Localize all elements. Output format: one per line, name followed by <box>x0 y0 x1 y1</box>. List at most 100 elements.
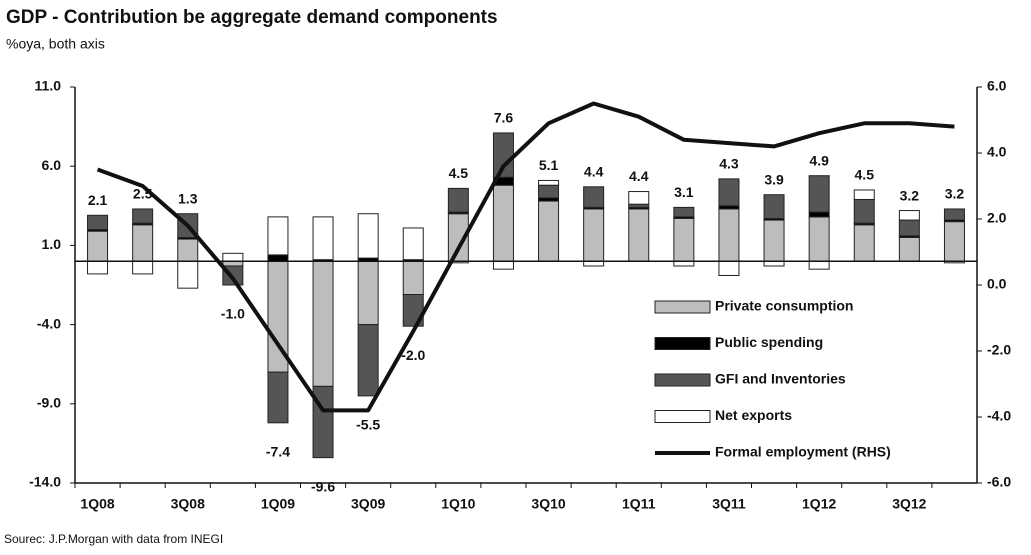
bar-segment <box>808 175 830 213</box>
bar-segment <box>673 206 695 218</box>
total-label: 3.1 <box>674 184 694 200</box>
bar-segment <box>628 208 650 262</box>
bar-segment <box>943 208 965 221</box>
bar-segment <box>673 217 695 262</box>
bar-segment <box>87 214 109 231</box>
bar-segment <box>763 219 785 262</box>
chart-title: GDP - Contribution be aggregate demand c… <box>6 7 498 28</box>
legend-label: Private consumption <box>715 298 853 314</box>
bar-segment <box>357 260 379 326</box>
total-label: 5.1 <box>539 157 559 173</box>
x-tick-label: 1Q11 <box>622 496 656 512</box>
total-label: 4.4 <box>584 163 604 179</box>
bar-segment <box>538 184 560 199</box>
x-tick-label: 3Q10 <box>531 496 565 512</box>
bar-segment <box>628 191 650 205</box>
bar-segment <box>718 178 740 207</box>
y2-tick-label: 6.0 <box>987 78 1007 94</box>
bar-segment <box>402 227 424 261</box>
bar-segment <box>222 252 244 262</box>
bar-segment <box>808 211 830 218</box>
employment-line <box>96 101 955 413</box>
bar-segment <box>492 132 514 178</box>
x-tick-label: 3Q12 <box>892 496 926 512</box>
legend-swatch <box>654 300 711 314</box>
bar-segment <box>357 213 379 259</box>
y-tick-label: -4.0 <box>37 315 61 331</box>
bar-segment <box>898 236 920 262</box>
bar-segment <box>357 324 379 397</box>
total-label: 7.6 <box>494 110 514 126</box>
total-label: -2.0 <box>401 347 425 363</box>
total-label: 2.1 <box>88 192 108 208</box>
bar-segment <box>808 216 830 262</box>
bar-segment <box>492 260 514 270</box>
bar-segment <box>853 224 875 262</box>
x-tick-label: 1Q10 <box>441 496 475 512</box>
bar-segment <box>87 230 109 262</box>
bar-segment <box>538 179 560 186</box>
bar-segment <box>853 198 875 224</box>
bar-segment <box>177 260 199 289</box>
total-label: -1.0 <box>221 306 245 322</box>
bar-segment <box>718 208 740 262</box>
y2-tick-label: 0.0 <box>987 276 1007 292</box>
legend-swatch <box>654 410 711 423</box>
total-label: 3.2 <box>945 186 965 202</box>
bar-segment <box>87 260 109 275</box>
bar-segment <box>808 260 830 270</box>
bar-segment <box>763 194 785 219</box>
bar-segment <box>132 208 154 224</box>
total-label: 3.9 <box>764 171 784 187</box>
bar-segment <box>492 184 514 262</box>
total-label: 4.5 <box>449 165 469 181</box>
y-tick-label: -9.0 <box>37 395 61 411</box>
total-label: 4.9 <box>809 152 829 168</box>
y-tick-label: 6.0 <box>42 157 62 173</box>
chart-subtitle: %oya, both axis <box>6 36 105 52</box>
bar-segment <box>898 210 920 221</box>
bar-segment <box>853 189 875 200</box>
bar-segment <box>312 260 334 387</box>
bar-segment <box>402 260 424 296</box>
y-tick-label: -14.0 <box>29 474 61 490</box>
y2-tick-label: -2.0 <box>987 342 1011 358</box>
legend-label: Net exports <box>715 407 792 423</box>
y2-tick-label: 2.0 <box>987 210 1007 226</box>
x-tick-label: 1Q09 <box>261 496 295 512</box>
y2-tick-label: -4.0 <box>987 408 1011 424</box>
legend-label: Formal employment (RHS) <box>715 444 891 460</box>
bar-segment <box>583 186 605 208</box>
total-label: 3.2 <box>900 187 920 203</box>
bar-segment <box>718 260 740 276</box>
bar-segment <box>538 200 560 262</box>
bar-segment <box>583 208 605 262</box>
total-label: -9.6 <box>311 478 335 494</box>
total-label: 4.3 <box>719 156 739 172</box>
x-tick-label: 3Q09 <box>351 496 385 512</box>
x-tick-label: 3Q11 <box>712 496 746 512</box>
bar-segment <box>267 254 289 262</box>
legend-label: Public spending <box>715 334 823 350</box>
legend-swatch <box>654 373 711 387</box>
bar-segment <box>447 187 469 213</box>
y-tick-label: 1.0 <box>42 236 62 252</box>
bar-segment <box>267 216 289 256</box>
bar-segment <box>177 238 199 262</box>
y2-tick-label: -6.0 <box>987 474 1011 490</box>
total-label: 1.3 <box>178 190 198 206</box>
y2-tick-label: 4.0 <box>987 144 1007 160</box>
total-label: 4.5 <box>855 167 875 183</box>
total-label: -5.5 <box>356 417 380 433</box>
total-label: -7.4 <box>266 444 290 460</box>
bar-segment <box>312 216 334 261</box>
bar-segment <box>267 371 289 424</box>
bar-segment <box>898 219 920 237</box>
bar-segment <box>132 224 154 262</box>
bar-segment <box>943 221 965 262</box>
x-tick-label: 1Q12 <box>802 496 836 512</box>
y-tick-label: 11.0 <box>35 78 62 94</box>
source-note: Sourec: J.P.Morgan with data from INEGI <box>4 532 223 546</box>
bar-segment <box>132 260 154 275</box>
